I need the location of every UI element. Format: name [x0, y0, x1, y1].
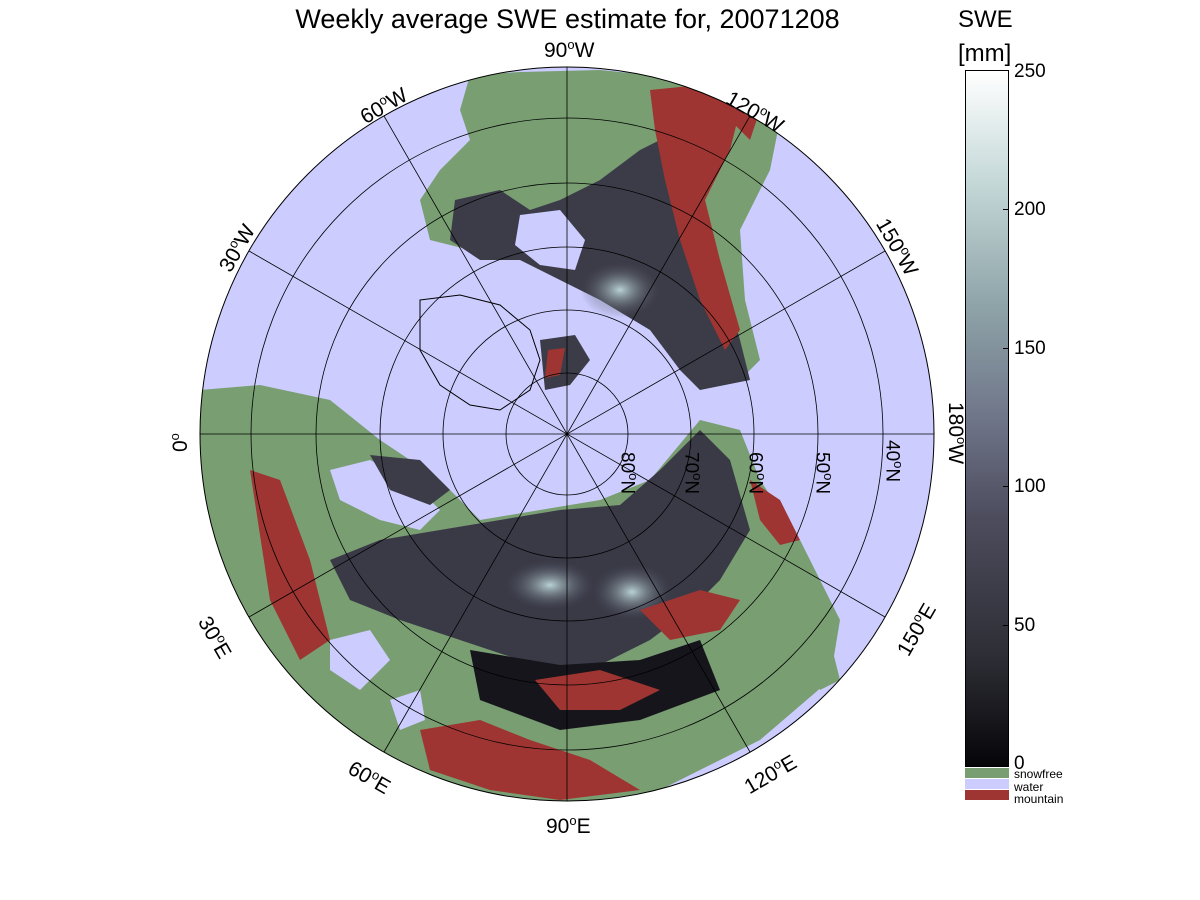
swe-colorbar [965, 70, 1009, 767]
eurasia-mountain [420, 720, 640, 800]
colorbar-tick: 100 [1014, 476, 1046, 497]
legend-swatch-water [965, 779, 1009, 789]
lat-label-40n: 40oN [881, 440, 906, 483]
map-title: Weekly average SWE estimate for, 2007120… [295, 4, 840, 34]
colorbar-unit: [mm] [958, 40, 1012, 67]
meridians [200, 67, 934, 801]
colorbar-tick: 250 [1014, 61, 1046, 82]
lon-label-0: 0o [167, 433, 192, 452]
lon-label-90e: 90oE [546, 813, 591, 838]
colorbar-tick: 50 [1014, 615, 1036, 636]
colorbar-title: SWE [958, 6, 1013, 33]
legend-label-mountain: mountain [1014, 792, 1064, 806]
lat-label-60n: 60oN [744, 452, 769, 495]
lat-label-50n: 50oN [811, 452, 836, 495]
colorbar-tick: 200 [1014, 199, 1046, 220]
lat-label-80n: 80oN [616, 452, 641, 495]
legend-swatch-snowfree [965, 768, 1009, 778]
colorbar-tick: 150 [1014, 338, 1046, 359]
legend-label-water: water [1014, 780, 1044, 794]
legend-label-snowfree: snowfree [1014, 767, 1063, 781]
north-america-mountain [650, 85, 740, 350]
colorbar-tick: 0 [1014, 753, 1025, 774]
legend-swatch-mountain [965, 790, 1009, 800]
lat-label-70n: 70oN [680, 452, 705, 495]
lon-label-90w: 90oW [544, 37, 595, 62]
